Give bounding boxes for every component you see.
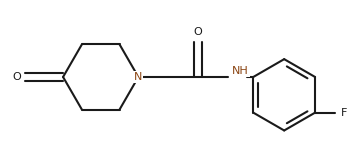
Text: NH: NH [232, 66, 249, 76]
Text: O: O [193, 27, 202, 37]
Text: N: N [134, 72, 143, 82]
Text: O: O [12, 72, 21, 82]
Text: F: F [340, 108, 347, 118]
